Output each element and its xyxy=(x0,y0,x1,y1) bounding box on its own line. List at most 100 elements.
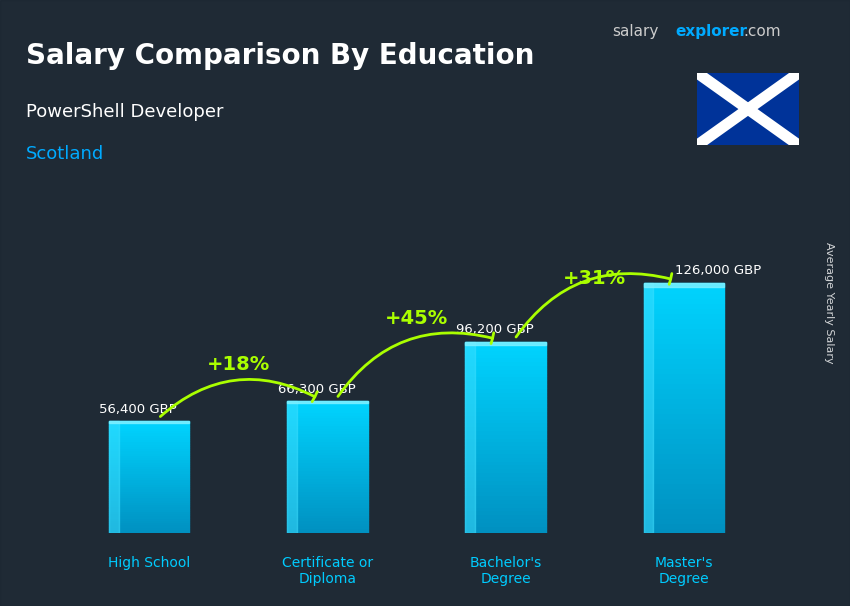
Text: Scotland: Scotland xyxy=(26,145,104,164)
Text: .com: .com xyxy=(744,24,781,39)
Bar xyxy=(287,418,367,420)
Bar xyxy=(643,363,723,368)
Text: High School: High School xyxy=(108,556,190,570)
Bar xyxy=(643,518,723,523)
Bar xyxy=(287,515,367,518)
Bar xyxy=(643,468,723,473)
Bar xyxy=(110,504,190,507)
Bar xyxy=(643,428,723,433)
Bar xyxy=(466,514,546,518)
Bar xyxy=(466,480,546,484)
Bar xyxy=(287,496,367,499)
Bar xyxy=(110,421,119,533)
Bar xyxy=(466,503,546,507)
Text: Certificate or
Diploma: Certificate or Diploma xyxy=(282,556,373,586)
Bar xyxy=(466,491,546,495)
Bar xyxy=(110,466,190,468)
Bar xyxy=(466,358,546,361)
Bar xyxy=(643,323,723,328)
Bar xyxy=(110,448,190,450)
Bar xyxy=(110,524,190,527)
Bar xyxy=(643,438,723,443)
Text: 66,300 GBP: 66,300 GBP xyxy=(278,383,355,396)
Text: Bachelor's
Degree: Bachelor's Degree xyxy=(469,556,541,586)
Bar xyxy=(110,457,190,459)
Bar xyxy=(287,488,367,491)
Bar xyxy=(287,457,367,459)
Bar xyxy=(287,502,367,504)
Text: Salary Comparison By Education: Salary Comparison By Education xyxy=(26,42,534,70)
Bar xyxy=(287,420,367,422)
Bar xyxy=(287,459,367,462)
Bar xyxy=(643,373,723,378)
Bar xyxy=(287,465,367,467)
Bar xyxy=(466,468,546,472)
Bar xyxy=(110,508,190,511)
Bar xyxy=(643,493,723,498)
Bar xyxy=(643,398,723,403)
Bar xyxy=(110,499,190,502)
Bar xyxy=(287,449,367,451)
Bar xyxy=(110,493,190,495)
Bar xyxy=(466,419,546,422)
Bar xyxy=(643,473,723,478)
Bar xyxy=(643,343,723,348)
Bar xyxy=(466,350,546,353)
Bar xyxy=(643,378,723,383)
Bar xyxy=(287,428,367,430)
Bar xyxy=(287,425,367,428)
Bar xyxy=(643,288,723,293)
Bar xyxy=(110,520,190,522)
Text: Average Yearly Salary: Average Yearly Salary xyxy=(824,242,834,364)
Bar xyxy=(643,393,723,398)
Bar xyxy=(110,437,190,439)
Bar xyxy=(466,530,546,533)
Bar xyxy=(643,383,723,388)
Bar xyxy=(110,488,190,491)
Bar xyxy=(110,484,190,486)
Bar xyxy=(466,396,546,399)
Bar xyxy=(287,462,367,465)
Bar xyxy=(287,478,367,481)
Bar xyxy=(643,413,723,418)
Bar xyxy=(110,462,190,464)
Text: PowerShell Developer: PowerShell Developer xyxy=(26,103,223,121)
Bar xyxy=(643,463,723,468)
Bar xyxy=(287,510,367,512)
Bar xyxy=(466,342,546,346)
Bar xyxy=(466,457,546,461)
Bar xyxy=(643,498,723,503)
Bar xyxy=(110,482,190,484)
Bar xyxy=(466,369,546,373)
Bar xyxy=(643,443,723,448)
Bar xyxy=(466,484,546,487)
Bar xyxy=(287,518,367,520)
Bar xyxy=(466,342,546,345)
Bar xyxy=(110,435,190,437)
Bar xyxy=(643,353,723,358)
Bar xyxy=(110,518,190,520)
Bar xyxy=(643,283,723,288)
Bar xyxy=(287,451,367,454)
Bar xyxy=(643,283,653,533)
Bar xyxy=(110,522,190,524)
Bar xyxy=(110,441,190,444)
Bar xyxy=(287,410,367,412)
Bar xyxy=(643,358,723,363)
Bar xyxy=(643,303,723,308)
Bar xyxy=(466,407,546,411)
Bar xyxy=(643,283,723,287)
Bar xyxy=(110,531,190,533)
Bar xyxy=(110,430,190,432)
Bar xyxy=(110,513,190,515)
Bar xyxy=(643,508,723,513)
Bar xyxy=(466,464,546,468)
Bar xyxy=(287,402,367,404)
Text: explorer: explorer xyxy=(676,24,748,39)
Bar xyxy=(643,333,723,338)
Bar xyxy=(466,453,546,457)
Bar xyxy=(466,507,546,510)
Bar xyxy=(287,475,367,478)
Bar xyxy=(287,470,367,473)
Bar xyxy=(287,404,367,407)
